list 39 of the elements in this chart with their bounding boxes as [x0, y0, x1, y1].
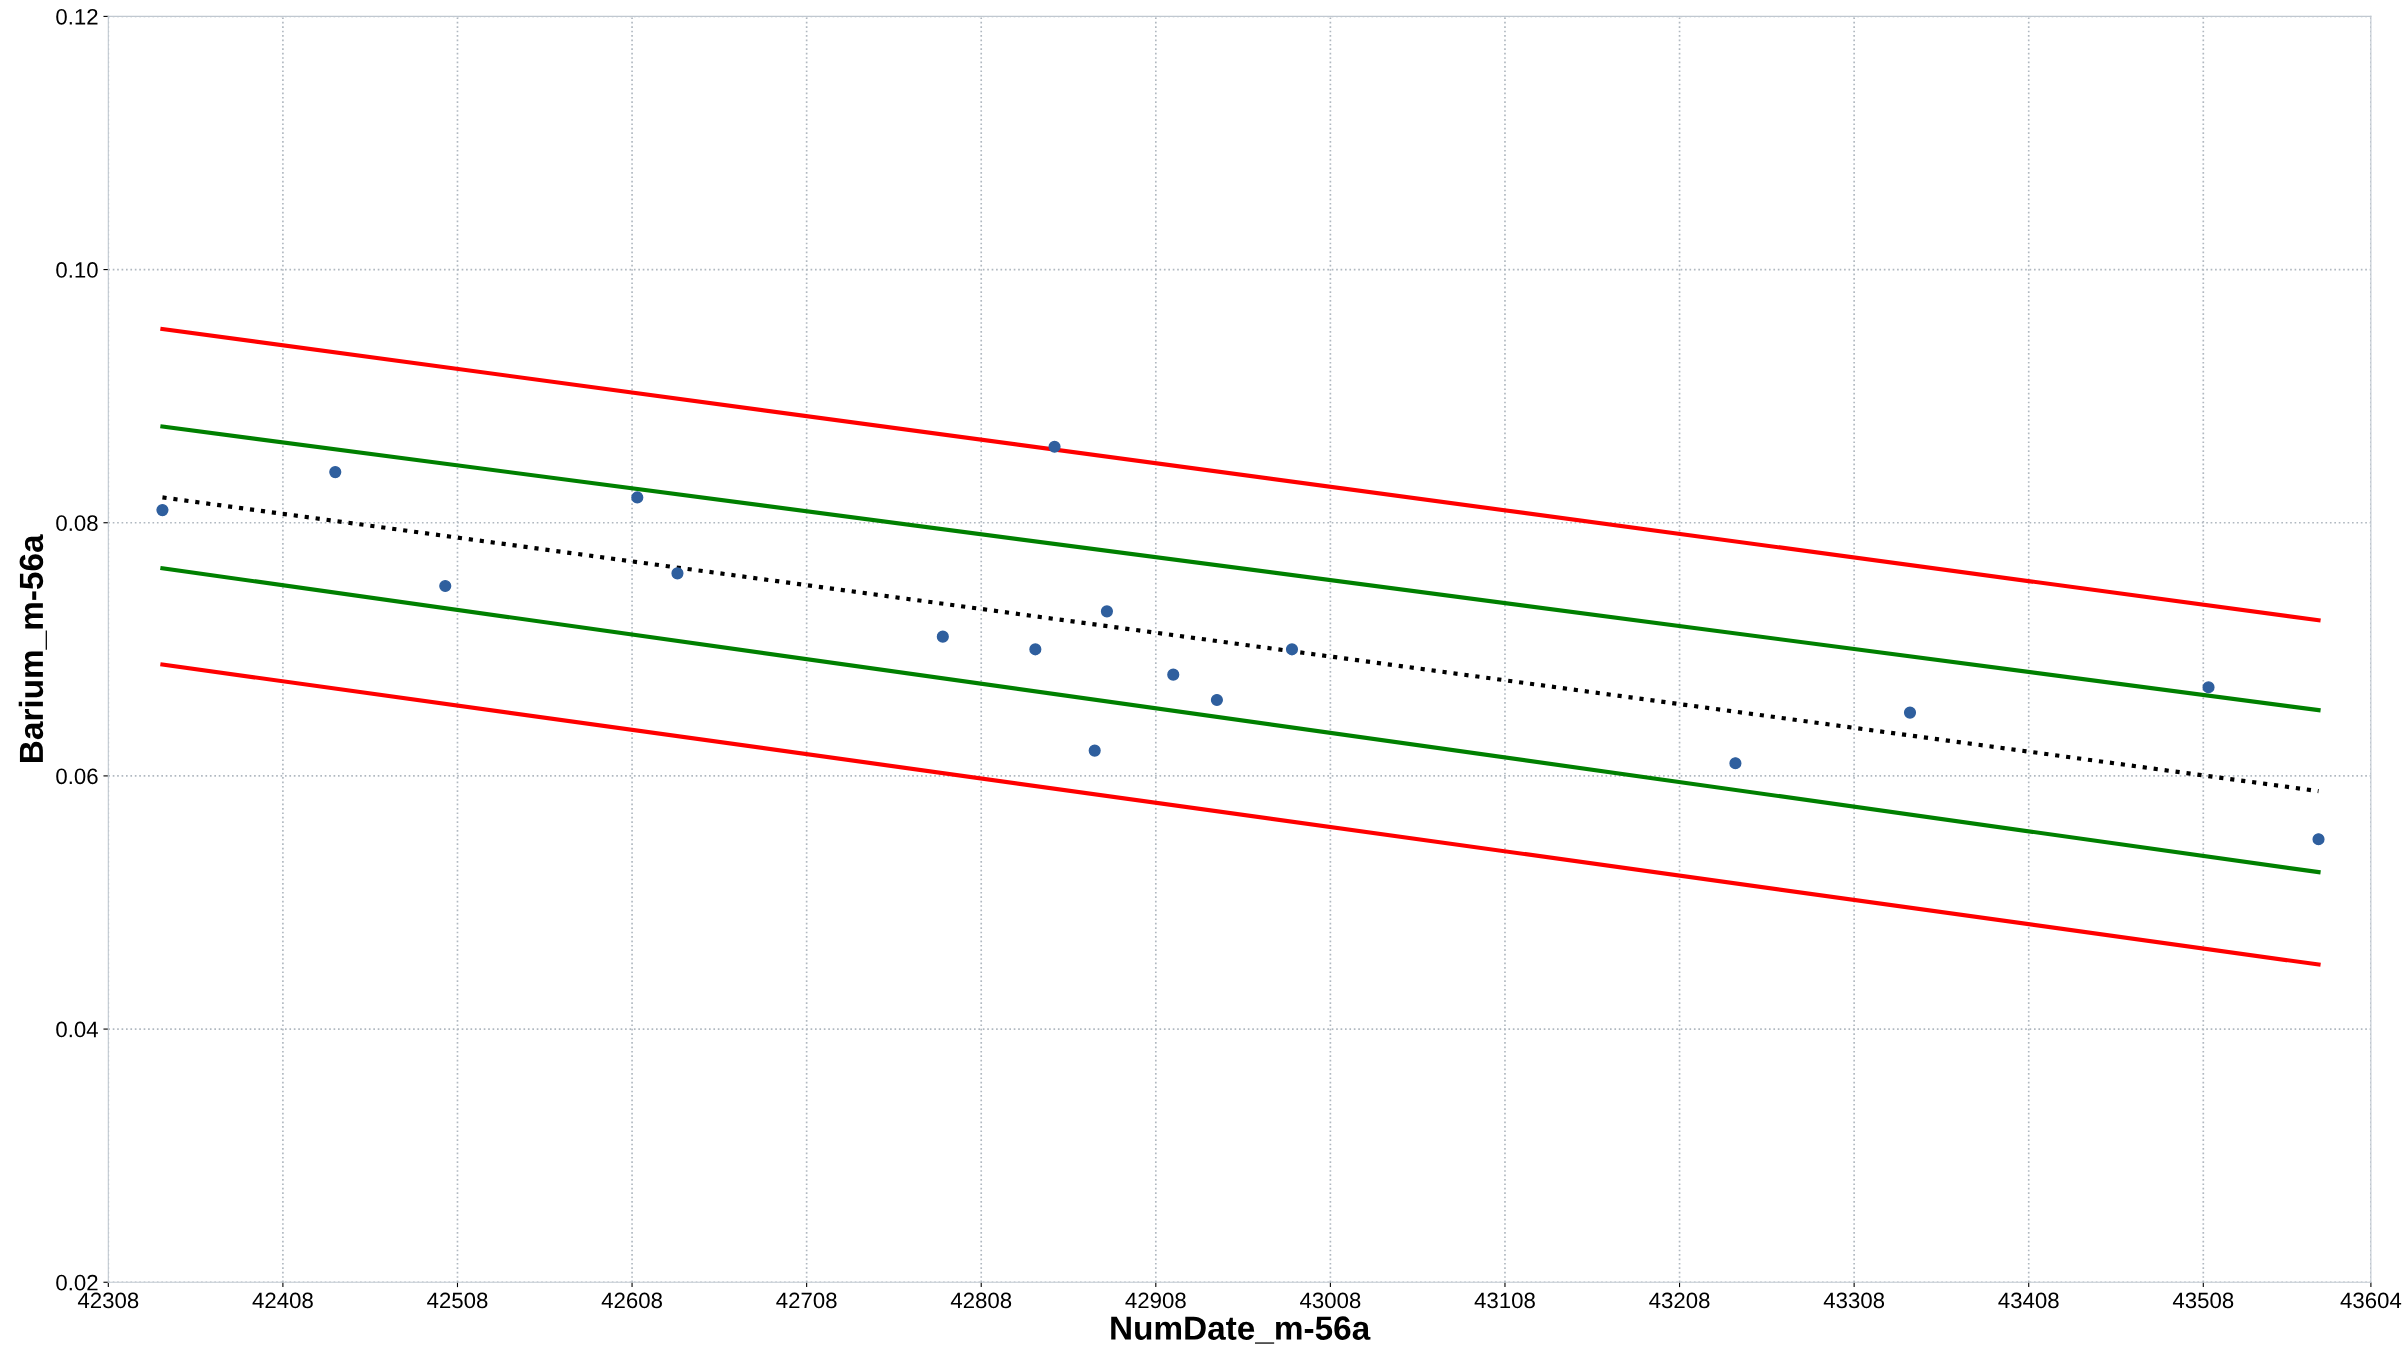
- point: [1285, 643, 1299, 656]
- point: [1729, 757, 1742, 770]
- x-tick-label: 43308: [1823, 1292, 1885, 1309]
- x-tick-label: 43604: [2340, 1292, 2402, 1309]
- y-axis-title: Barium_m-56a: [18, 534, 47, 762]
- point: [439, 579, 452, 593]
- point: [1167, 668, 1180, 681]
- y-tick-label: 0.10: [56, 262, 98, 278]
- x-tick-label: 42408: [252, 1292, 313, 1309]
- point: [1088, 744, 1101, 757]
- y-tick-label: 0.04: [56, 1021, 98, 1038]
- y-tick-label: 0.02: [56, 1274, 98, 1291]
- x-tick-label: 42708: [776, 1292, 837, 1309]
- x-tick-label: 43008: [1300, 1292, 1361, 1309]
- x-tick-label: 43508: [2172, 1292, 2234, 1309]
- x-tick-label: 42308: [77, 1292, 139, 1309]
- point: [1029, 643, 1042, 656]
- y-tick-label: 0.12: [56, 8, 98, 25]
- point: [631, 491, 644, 504]
- point: [156, 504, 169, 517]
- point: [936, 630, 949, 643]
- point: [671, 567, 684, 580]
- point: [1100, 605, 1113, 618]
- point: [1903, 706, 1917, 719]
- x-tick-label: 43108: [1474, 1292, 1535, 1309]
- x-tick-label: 42908: [1125, 1292, 1186, 1309]
- point: [329, 466, 342, 479]
- x-tick-label: 43208: [1649, 1292, 1710, 1309]
- point: [2312, 833, 2325, 846]
- x-tick-label: 43408: [1998, 1292, 2059, 1309]
- x-tick-label: 42608: [601, 1292, 662, 1309]
- y-tick-label: 0.08: [56, 515, 98, 532]
- x-tick-label: 42808: [950, 1292, 1012, 1309]
- y-tick-label: 0.06: [56, 768, 98, 785]
- point: [1048, 440, 1061, 453]
- point: [2202, 681, 2215, 694]
- x-tick-label: 42508: [427, 1292, 488, 1309]
- point: [1210, 693, 1223, 707]
- x-axis-title: NumDate_m-56a: [1111, 1316, 1371, 1344]
